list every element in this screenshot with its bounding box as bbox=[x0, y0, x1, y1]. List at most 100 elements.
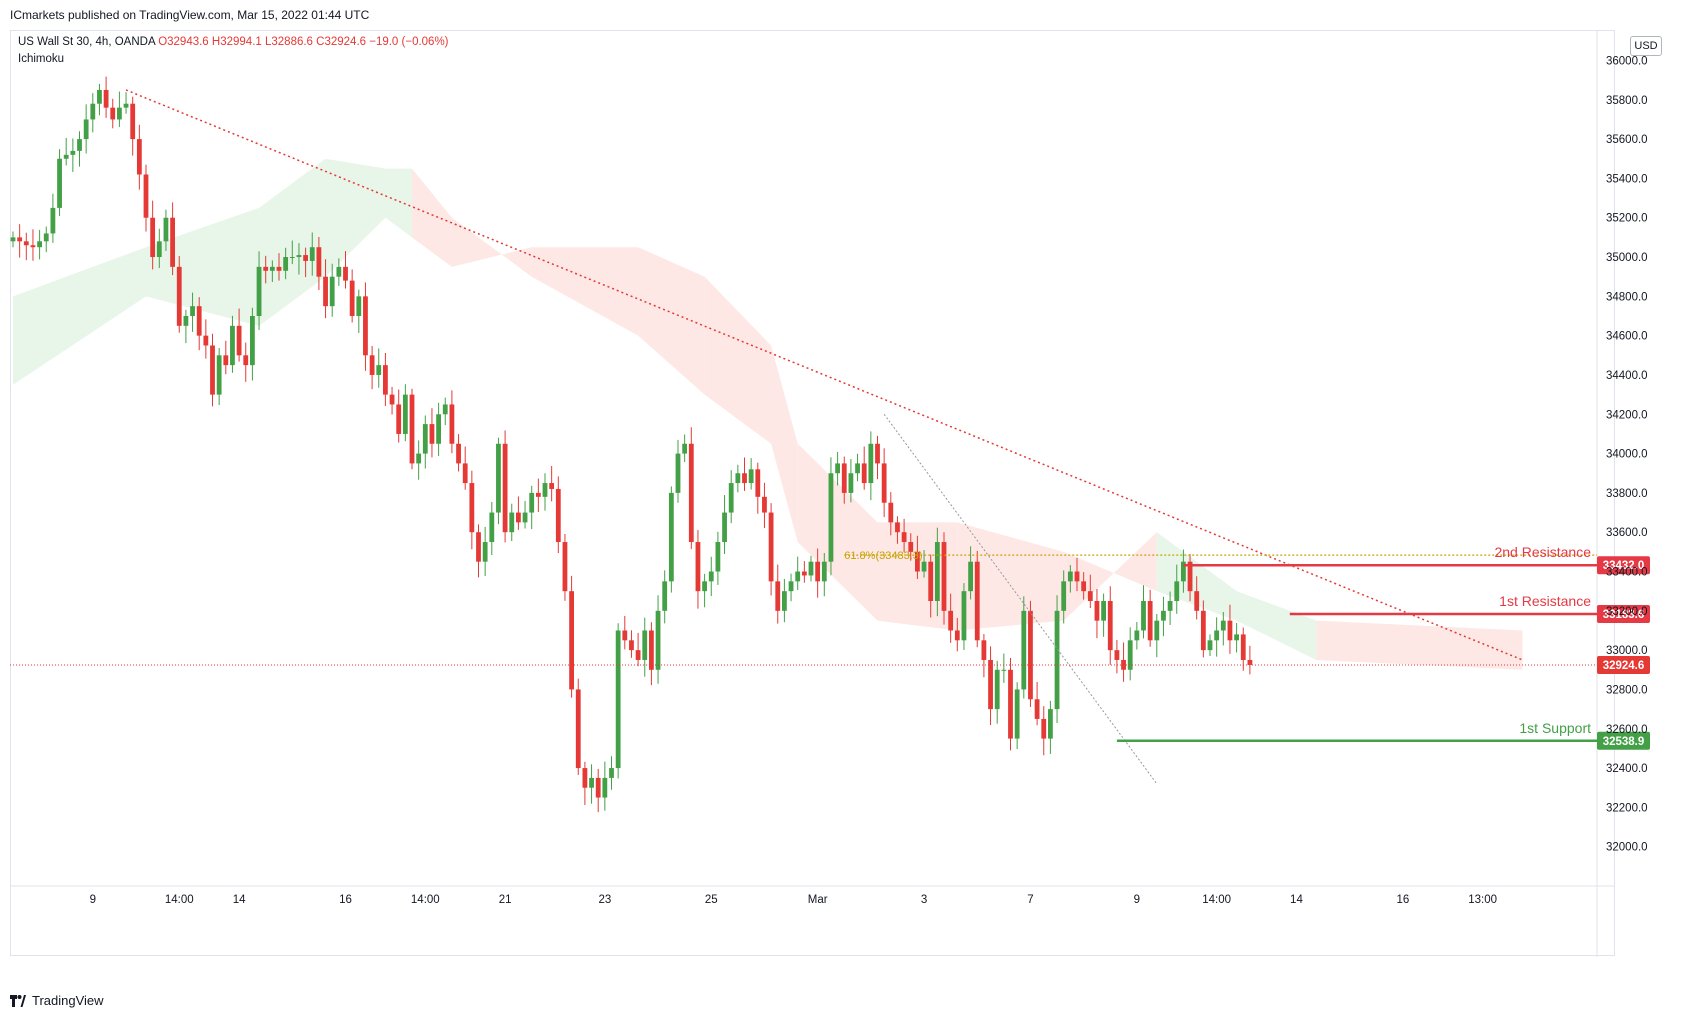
candle-body bbox=[1214, 630, 1220, 641]
candle-body bbox=[1194, 591, 1200, 611]
candle-body bbox=[289, 257, 295, 259]
candle-body bbox=[17, 237, 23, 242]
change-value: −19.0 (−0.06%) bbox=[369, 36, 449, 48]
candle-body bbox=[416, 453, 422, 464]
candle-body bbox=[356, 296, 362, 316]
candle-body bbox=[1067, 571, 1073, 582]
candle-body bbox=[269, 266, 275, 271]
ichimoku-cloud-segment bbox=[1236, 591, 1317, 660]
candle-body bbox=[196, 306, 202, 336]
symbol-label: US Wall St 30, 4h, OANDA bbox=[18, 36, 155, 48]
candle-body bbox=[303, 255, 308, 261]
x-tick-label: 7 bbox=[1027, 894, 1033, 906]
candle-body bbox=[821, 561, 827, 582]
level-name: 1st Resistance bbox=[1499, 593, 1591, 609]
candle-body bbox=[136, 139, 142, 175]
ichimoku-cloud-segment bbox=[531, 247, 639, 336]
x-tick-label: 13:00 bbox=[1468, 894, 1497, 906]
candle-body bbox=[110, 107, 116, 120]
candle-body bbox=[1174, 581, 1180, 601]
candle-body bbox=[968, 561, 973, 592]
candle-body bbox=[1220, 620, 1226, 631]
candle-body bbox=[1161, 610, 1166, 621]
y-tick-label: 35200.0 bbox=[1606, 213, 1648, 225]
x-tick-label: 14:00 bbox=[165, 894, 194, 906]
y-tick-label: 35800.0 bbox=[1606, 95, 1648, 107]
candle-body bbox=[230, 325, 235, 366]
candle-body bbox=[70, 150, 76, 155]
price-tag-bg bbox=[1597, 556, 1650, 575]
tradingview-logo[interactable]: TradingView bbox=[10, 993, 104, 1008]
x-tick-label: 16 bbox=[1396, 894, 1409, 906]
y-tick-label: 33600.0 bbox=[1606, 527, 1648, 539]
candle-body bbox=[895, 522, 900, 533]
candle-body bbox=[1081, 581, 1087, 592]
candle-body bbox=[529, 492, 535, 513]
candle-body bbox=[123, 103, 129, 108]
candle-body bbox=[762, 496, 767, 513]
candle-body bbox=[875, 443, 880, 464]
candle-body bbox=[1227, 620, 1233, 641]
candle-body bbox=[595, 777, 601, 798]
price-tag-bg bbox=[1597, 731, 1650, 750]
y-tick-label: 32600.0 bbox=[1606, 724, 1648, 736]
candle-body bbox=[50, 207, 56, 234]
x-tick-label: 16 bbox=[339, 894, 352, 906]
candle-body bbox=[1200, 610, 1206, 651]
candle-body bbox=[921, 561, 927, 572]
candle-body bbox=[801, 571, 807, 576]
candle-body bbox=[476, 532, 481, 562]
candle-body bbox=[609, 768, 614, 778]
candle-body bbox=[316, 247, 322, 277]
candle-body bbox=[881, 463, 887, 503]
candle-body bbox=[30, 245, 36, 248]
candle-body bbox=[150, 217, 156, 258]
candle-body bbox=[496, 443, 501, 513]
high-value: H32994.1 bbox=[211, 36, 262, 48]
candle-body bbox=[117, 107, 122, 120]
candle-body bbox=[296, 255, 302, 258]
candle-body bbox=[861, 463, 867, 484]
y-tick-label: 36000.0 bbox=[1606, 55, 1648, 67]
candle-body bbox=[389, 394, 395, 405]
candle-body bbox=[934, 542, 940, 601]
chart-frame bbox=[10, 30, 1615, 956]
candle-body bbox=[675, 453, 681, 493]
candle-body bbox=[589, 777, 594, 788]
y-tick-label: 34600.0 bbox=[1606, 331, 1648, 343]
candle-body bbox=[1114, 650, 1120, 660]
y-tick-label: 35600.0 bbox=[1606, 134, 1648, 146]
candle-body bbox=[103, 89, 109, 108]
y-tick-label: 33000.0 bbox=[1606, 645, 1648, 657]
candle-body bbox=[456, 443, 461, 464]
candle-body bbox=[941, 542, 947, 611]
candle-body bbox=[43, 233, 49, 242]
candle-body bbox=[1028, 610, 1033, 700]
candle-body bbox=[336, 266, 342, 277]
y-tick-label: 34000.0 bbox=[1606, 449, 1648, 461]
candle-body bbox=[542, 483, 548, 497]
candle-body bbox=[575, 689, 581, 769]
candle-body bbox=[569, 591, 574, 690]
candle-body bbox=[688, 443, 694, 543]
fib-level-label: 61.8%(33483.3) bbox=[844, 550, 922, 562]
candle-body bbox=[742, 473, 747, 484]
candle-body bbox=[509, 512, 515, 533]
candle-body bbox=[682, 443, 688, 454]
candle-body bbox=[629, 640, 634, 651]
candle-body bbox=[901, 532, 907, 543]
price-tag-bg bbox=[1597, 605, 1650, 624]
candle-body bbox=[10, 237, 16, 242]
candle-body bbox=[469, 483, 475, 533]
ichimoku-cloud-segment bbox=[146, 207, 260, 326]
candle-body bbox=[668, 492, 674, 582]
candle-body bbox=[522, 512, 528, 523]
candle-body bbox=[369, 355, 375, 375]
candle-body bbox=[961, 591, 967, 641]
y-tick-label: 34200.0 bbox=[1606, 409, 1648, 421]
candle-body bbox=[782, 591, 787, 611]
candle-body bbox=[143, 174, 149, 218]
candle-body bbox=[442, 404, 448, 415]
currency-badge[interactable]: USD bbox=[1630, 36, 1662, 56]
